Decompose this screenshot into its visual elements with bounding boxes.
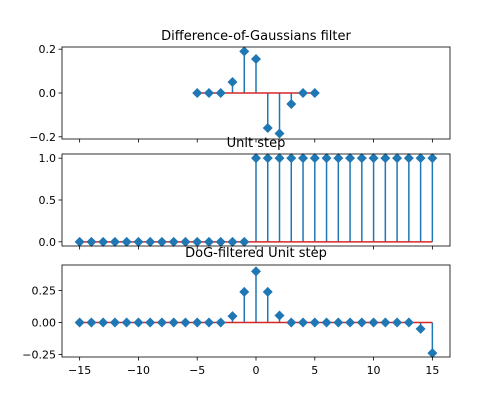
data-point [298,88,309,98]
data-point [192,236,203,247]
data-point [309,153,320,164]
data-point [415,153,426,164]
data-point [356,317,367,328]
data-point [145,236,156,247]
x-tick-label: 10 [367,364,381,377]
data-point [215,317,226,328]
data-point [251,153,261,164]
data-point [262,123,273,134]
data-point [145,317,156,328]
data-point [298,317,309,328]
data-point [321,153,332,164]
data-point [251,54,261,65]
axes-frame [61,264,451,358]
panel-title: Difference-of-Gaussians filter [161,29,351,44]
x-tick-label: 5 [311,364,318,377]
x-tick-label: −5 [189,364,205,377]
y-tick-label: 0.0 [39,236,57,249]
data-point [239,236,250,247]
data-point [345,317,356,328]
y-tick-label: −0.25 [22,348,56,361]
data-point [368,317,379,328]
data-point [121,236,132,247]
y-tick-label: 0.00 [32,317,57,330]
data-point [98,317,109,328]
y-tick-label: 0.2 [39,43,57,56]
data-point [286,317,297,328]
data-point [356,153,367,164]
data-point [180,236,191,247]
data-point [333,153,344,164]
data-point [74,317,85,328]
x-tick-label: 0 [253,364,260,377]
data-point [251,266,261,277]
data-point [168,317,179,328]
data-point [274,310,285,321]
data-point [203,236,214,247]
panel-title: DoG-filtered Unit step [185,246,327,261]
data-point [274,128,285,139]
data-point [274,153,285,164]
data-point [86,236,97,247]
data-point [392,317,403,328]
data-point [262,286,273,297]
panel-dog-filter: Difference-of-Gaussians filter −0.2 0.0 0.… [29,29,451,144]
data-point [227,77,238,88]
data-point [403,153,414,164]
panel-dog-filtered-step: DoG-filtered Unit step −0.25 0.00 0.25 −15 −… [22,246,451,377]
y-tick-label: −0.2 [29,131,56,144]
data-point [156,317,167,328]
data-point [227,311,238,322]
y-tick-label: 0.5 [39,194,57,207]
data-point [109,317,120,328]
data-point [203,317,214,328]
data-point [74,236,85,247]
data-point [286,153,297,164]
data-point [86,317,97,328]
data-point [286,98,297,109]
data-point [392,153,403,164]
y-tick-label: 1.0 [39,152,57,165]
data-point [192,317,203,328]
data-point [380,317,391,328]
data-point [215,88,226,98]
data-point [427,153,438,164]
data-point [133,236,144,247]
data-point [180,317,191,328]
y-tick-label: 0.25 [32,285,57,298]
data-point [168,236,179,247]
data-point [427,348,438,359]
x-tick-label: 15 [425,364,439,377]
data-point [109,236,120,247]
data-point [192,88,203,98]
data-point [333,317,344,328]
data-point [262,153,273,164]
data-point [239,46,250,57]
data-point [345,153,356,164]
axes-frame [61,46,451,140]
data-point [309,88,320,98]
data-point [309,317,320,328]
data-point [121,317,132,328]
data-point [203,88,214,98]
y-tick-label: 0.0 [39,87,57,100]
data-point [403,317,414,328]
x-tick-label: −10 [127,364,150,377]
data-point [215,236,226,247]
panel-title: Unit step [227,136,286,151]
axes-frame [61,153,451,247]
data-point [298,153,309,164]
panel-unit-step: Unit step 0.0 0.5 1.0 [39,136,451,250]
data-point [133,317,144,328]
data-point [227,236,238,247]
data-point [98,236,109,247]
data-point [380,153,391,164]
data-point [321,317,332,328]
data-point [156,236,167,247]
x-tick-label: −15 [68,364,91,377]
data-point [368,153,379,164]
data-point [239,286,250,297]
data-point [415,323,426,334]
